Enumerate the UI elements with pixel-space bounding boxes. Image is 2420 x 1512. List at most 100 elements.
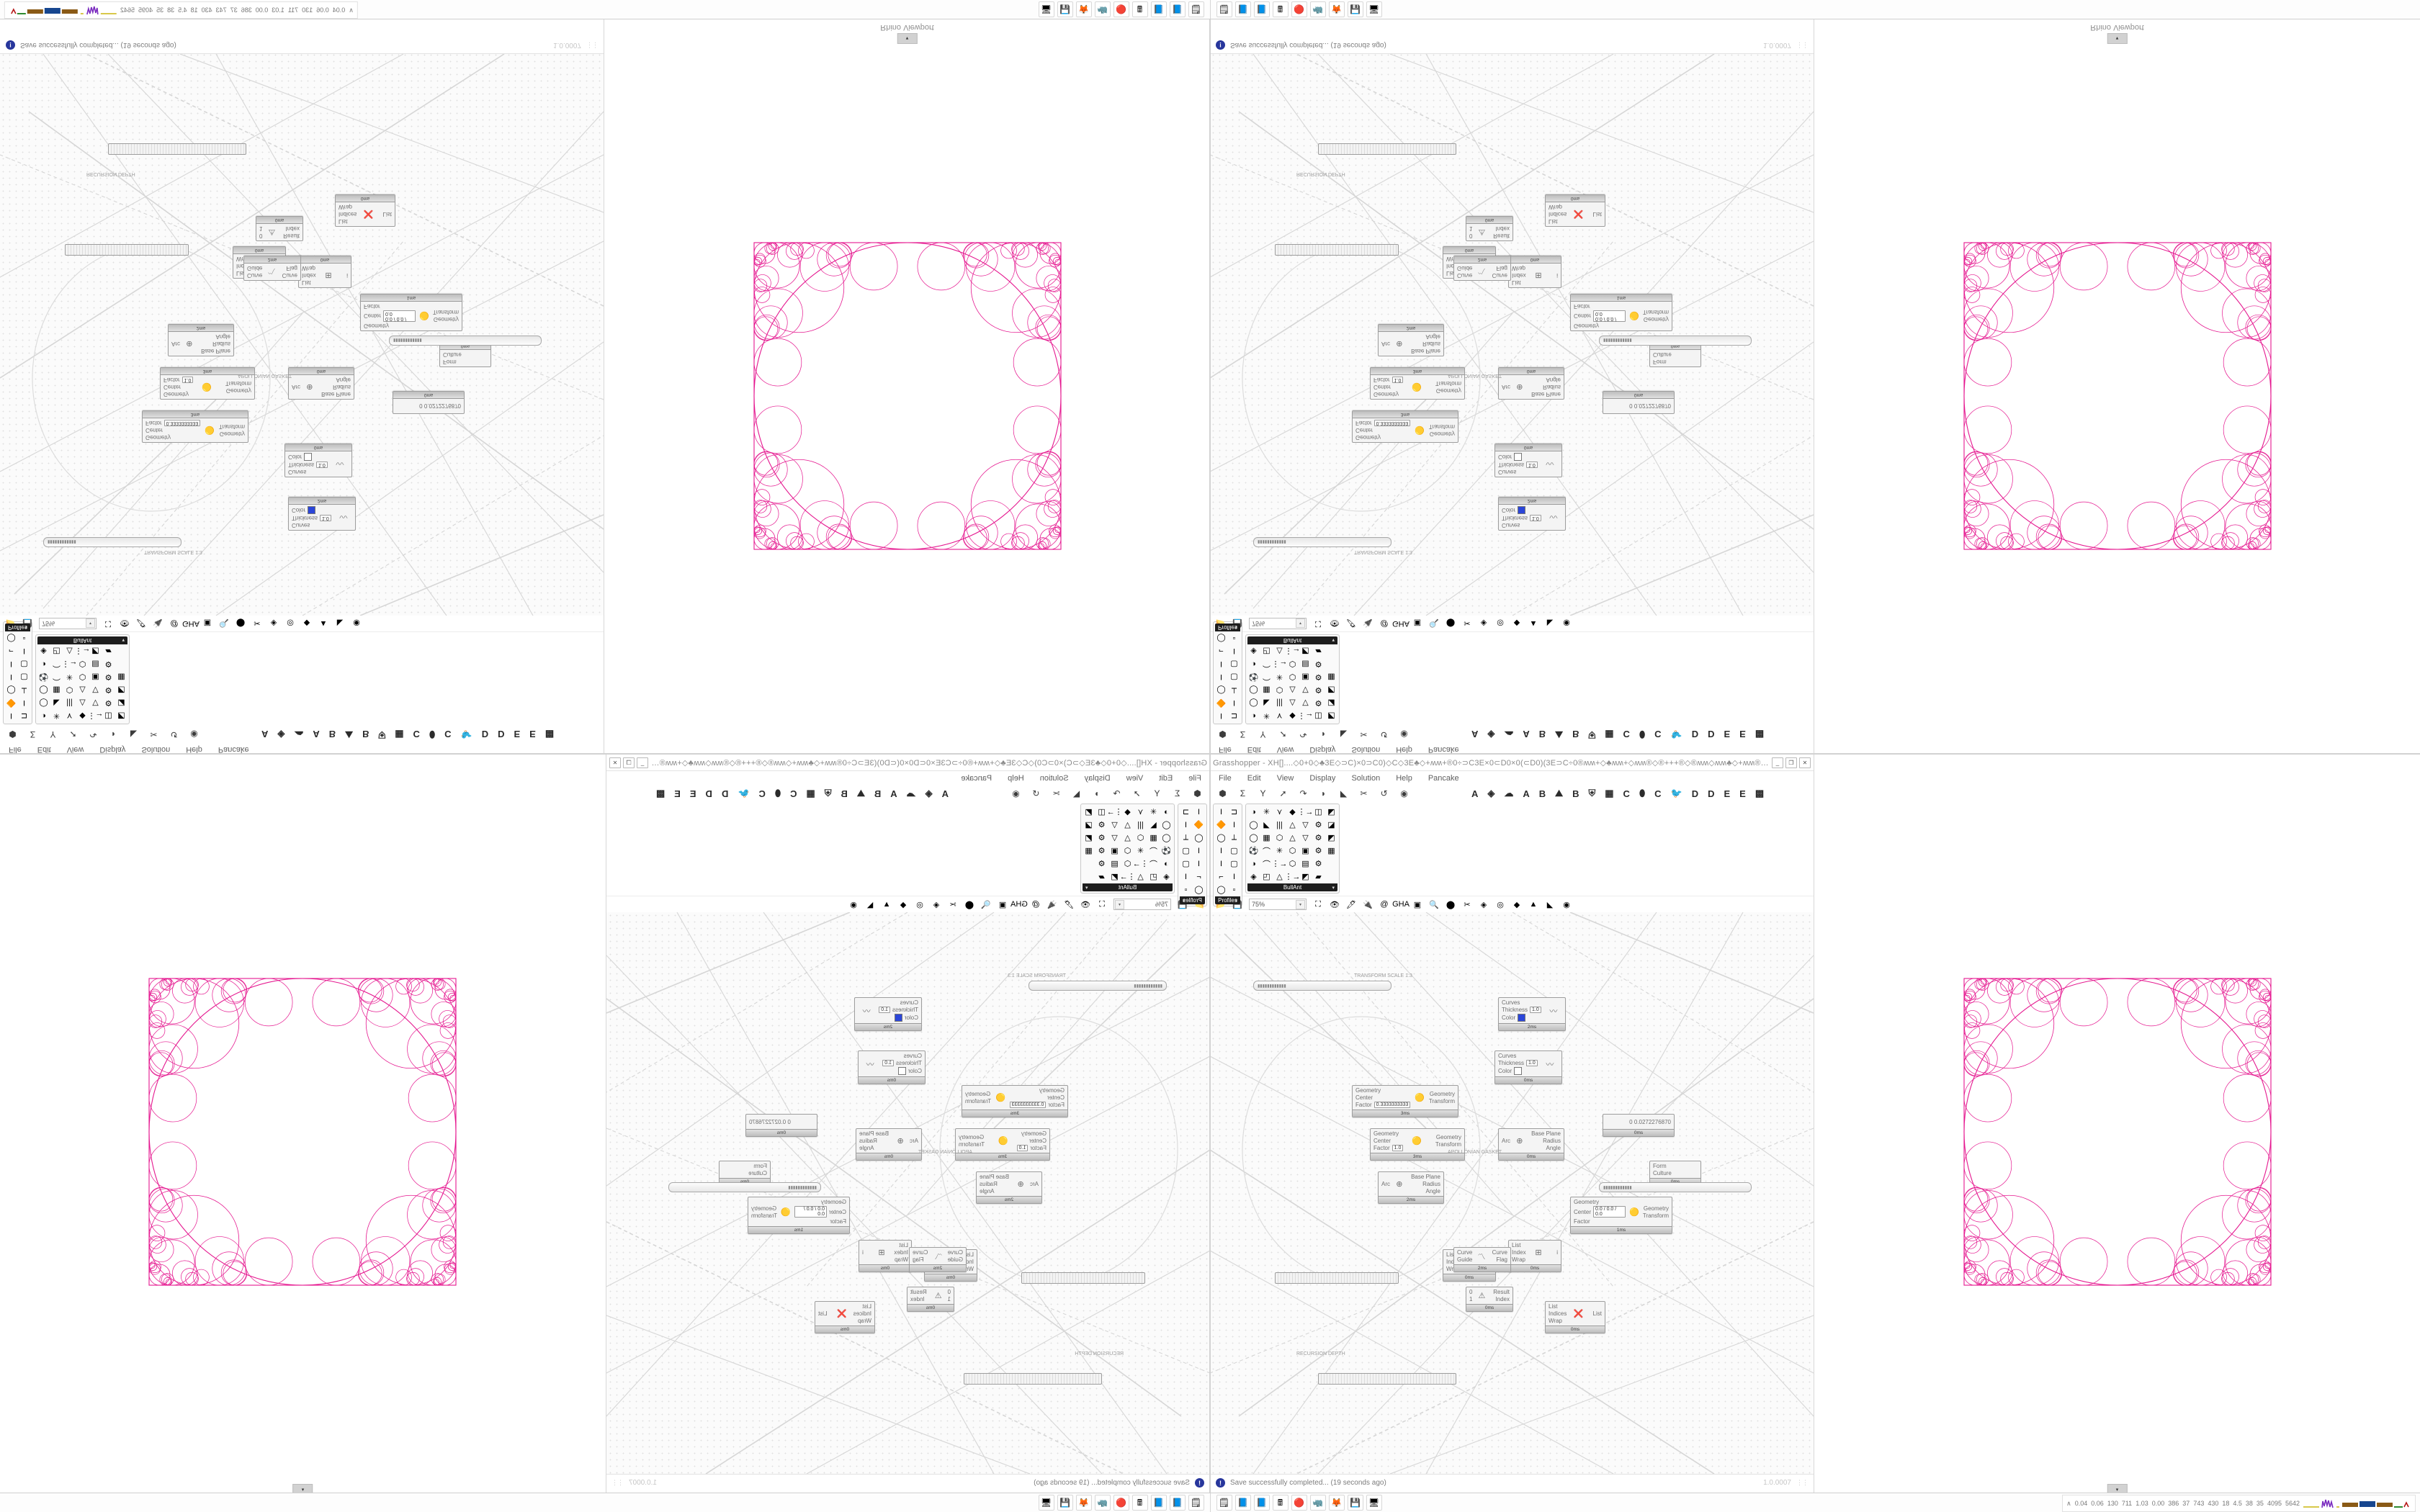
surface-icon[interactable]: ◗ [1320,788,1327,798]
gh-field-value[interactable]: 1.0 [1526,462,1538,468]
sets-icon[interactable]: Y [1154,788,1160,798]
grasshopper-canvas[interactable]: Curves Thickness 1.0 Color 〰 2ms Curves Thickne… [1210,912,1814,1474]
gh-input-port[interactable]: List [339,218,357,225]
gh-output-port[interactable]: i [1556,272,1558,279]
sphere-icon[interactable]: ⬤ [1446,618,1456,628]
calculator-icon[interactable]: 🖩 [1131,1495,1148,1511]
terminal-icon[interactable]: 🖥 [1366,1495,1382,1511]
palette-item[interactable]: ◫ [1314,711,1322,720]
palette-item[interactable]: I [1232,872,1236,881]
gha-icon[interactable]: GHA [1392,619,1410,628]
palette-profiles[interactable]: I ⊐ 🔶 I ◯ ⟂ I ▢ I ▢ ⌐ I ◯ ▫ Profiles ▾ [3,621,32,724]
gh-input-port[interactable]: Geometry [1574,323,1626,329]
gh-node[interactable]: List Index Wrap ⊞ i 0ms [859,1240,912,1272]
gha-icon[interactable]: GHA [182,619,200,628]
palette-item[interactable]: ◪ [1327,698,1335,707]
palette-item[interactable]: ⊐ [20,711,28,720]
rhino-viewport[interactable]: ▾ Rhino Viewport [0,755,606,1509]
gh-input-port[interactable]: Curve [247,272,262,279]
gh-node[interactable]: 0 0.0272276870 0ms [1603,391,1675,414]
plugin-icon[interactable]: 🔌 [153,618,163,628]
tab-shield[interactable]: ⛨ [824,788,832,798]
params-icon[interactable]: ⬢ [1193,788,1201,798]
palette-item[interactable]: ◩ [91,647,99,655]
gh-output-port[interactable]: List [818,1310,828,1317]
palette-item[interactable]: ✳ [1263,808,1270,816]
component-palettes[interactable]: I⊐🔶I◯⟂I▢I▢⌐I◯▫Profiles▾◑✳⋎◆⋮→◫◩◯◣|||△▽⚙◪… [606,802,1210,906]
red-icon[interactable]: ◆ [1513,900,1520,909]
bake-icon[interactable]: 🖊 [136,618,146,628]
tab-cloud[interactable]: ☁ [1504,788,1514,798]
palette-item[interactable]: ▢ [1230,860,1238,868]
gh-field-value[interactable]: 0.3333333333 [1373,1102,1411,1108]
tab-grid[interactable]: ▦ [1605,729,1614,740]
gh-node[interactable]: Geometry Center Factor 0.3333333333 🟡 Geometr… [1352,410,1458,443]
sets-icon[interactable]: Y [1260,788,1266,798]
minimize-button[interactable]: _ [1772,757,1783,768]
palette-item[interactable]: I [1232,820,1236,829]
grasshopper-window[interactable]: Grasshopper - XH[]....◇0+0◇♣3E◇⊃C)×0⊃C0)… [0,19,604,773]
teal-icon[interactable]: ◣ [1546,618,1554,628]
palette-item[interactable]: ◩ [1327,711,1335,720]
palette-item[interactable]: ⚙ [1314,860,1322,868]
bake-icon[interactable]: 🖊 [1064,900,1074,909]
gh-node[interactable]: Curves Thickness 1.0 Color 〰 0ms [284,444,352,477]
gh-node-outputs[interactable]: Base Plane Radius Angle [1531,1130,1561,1151]
gh-node-inputs[interactable]: Curves Thickness 1.0 Color [292,506,331,528]
gh-input-port[interactable]: Factor [1574,1218,1626,1225]
palette-item[interactable]: ◫ [104,711,112,720]
chevron-down-icon[interactable]: ▾ [1296,618,1305,628]
gh-input-port[interactable]: Factor 1.0 [1016,1145,1047,1151]
gh-node[interactable]: Curves Thickness 1.0 Color 〰 2ms [288,497,356,531]
gh-output-port[interactable]: Flag [286,265,297,271]
ribbon-bar[interactable]: ⬢ Σ Y ➚ ↷ ◗ ◣ ✂ ↺ ◉ A ◈ ☁ A B ⛰ B ⛨ ▦ C ⬮ C 🐦 D D E E ▩ [606,785,1210,802]
zoom-level-select[interactable]: 75% ▾ [1249,618,1307,629]
gh-field-value[interactable]: 0.3333333333 [1009,1102,1047,1108]
gh-field-value[interactable]: 1.0 [182,377,194,383]
gh-node-outputs[interactable]: Geometry Transform [1643,1205,1669,1219]
palette-item[interactable]: ▦ [1263,834,1270,842]
menu-item-view[interactable]: View [1276,773,1294,783]
sphere-icon[interactable]: ⬤ [236,618,246,628]
sphere-icon[interactable]: ⬤ [1446,900,1456,909]
tab-c[interactable]: C [1623,788,1630,799]
gh-input-port[interactable]: 0 [1469,233,1472,239]
search-icon[interactable]: 🔍 [1429,900,1439,909]
gh-input-port[interactable]: Arc [1030,1181,1039,1187]
gh-output-port[interactable]: Geometry [1643,316,1669,323]
gh-node-outputs[interactable]: i [346,272,348,279]
gh-output-port[interactable]: 0 0.0272276870 [419,402,461,410]
gh-node[interactable]: Geometry Center Factor 1.0 🟡 Geometry Transfor… [955,1128,1050,1161]
resize-grip[interactable]: ⋮⋮ [586,42,598,49]
palette-item[interactable]: ⟂ [21,686,27,695]
tab-d[interactable]: D [721,788,729,799]
gh-input-port[interactable]: Curves [879,999,918,1006]
gh-output-port[interactable]: List [382,211,392,217]
gh-color-swatch[interactable] [1518,506,1526,514]
tab-e[interactable]: E [689,788,696,799]
gh-input-port[interactable]: Arc [1381,1181,1390,1187]
gold-icon[interactable]: ◉ [353,618,360,628]
gh-color-swatch[interactable] [304,453,313,461]
palette-item[interactable]: ⌒ [1263,860,1270,869]
gh-input-port[interactable]: List [302,279,316,286]
palette-item[interactable]: ◑ [1251,807,1256,816]
gh-number-slider[interactable]: ▮▮▮▮▮▮▮▮▮▮▮▮ [668,1182,821,1192]
gh-node-inputs[interactable]: List Indices Wrap [1549,1303,1567,1324]
gh-input-port[interactable]: Geometry [1373,391,1403,397]
calculator-icon[interactable]: 🖩 [1272,1495,1289,1511]
gh-input-port[interactable]: Wrap [1446,1266,1469,1272]
gh-output-port[interactable]: Angle [980,1188,995,1194]
palette-item[interactable]: ⬡ [79,672,86,681]
gh-input-port[interactable]: Color [292,506,331,514]
gh-input-port[interactable]: Wrap [1549,204,1567,210]
gh-field-value[interactable]: 1.0 [1016,1145,1028,1151]
gh-output-port[interactable]: Transform [218,423,245,430]
gh-node-inputs[interactable]: Form Culture [443,351,462,365]
gh-node-inputs[interactable]: Form Culture [748,1163,767,1176]
gh-input-port[interactable]: Index [302,272,316,279]
palette-item[interactable]: ◪ [117,698,125,707]
palette-item[interactable]: ⌐ [1219,647,1224,656]
palette-item[interactable]: ⚙ [104,672,112,681]
gh-node-outputs[interactable]: 0 0.0272276870 [749,1119,791,1125]
